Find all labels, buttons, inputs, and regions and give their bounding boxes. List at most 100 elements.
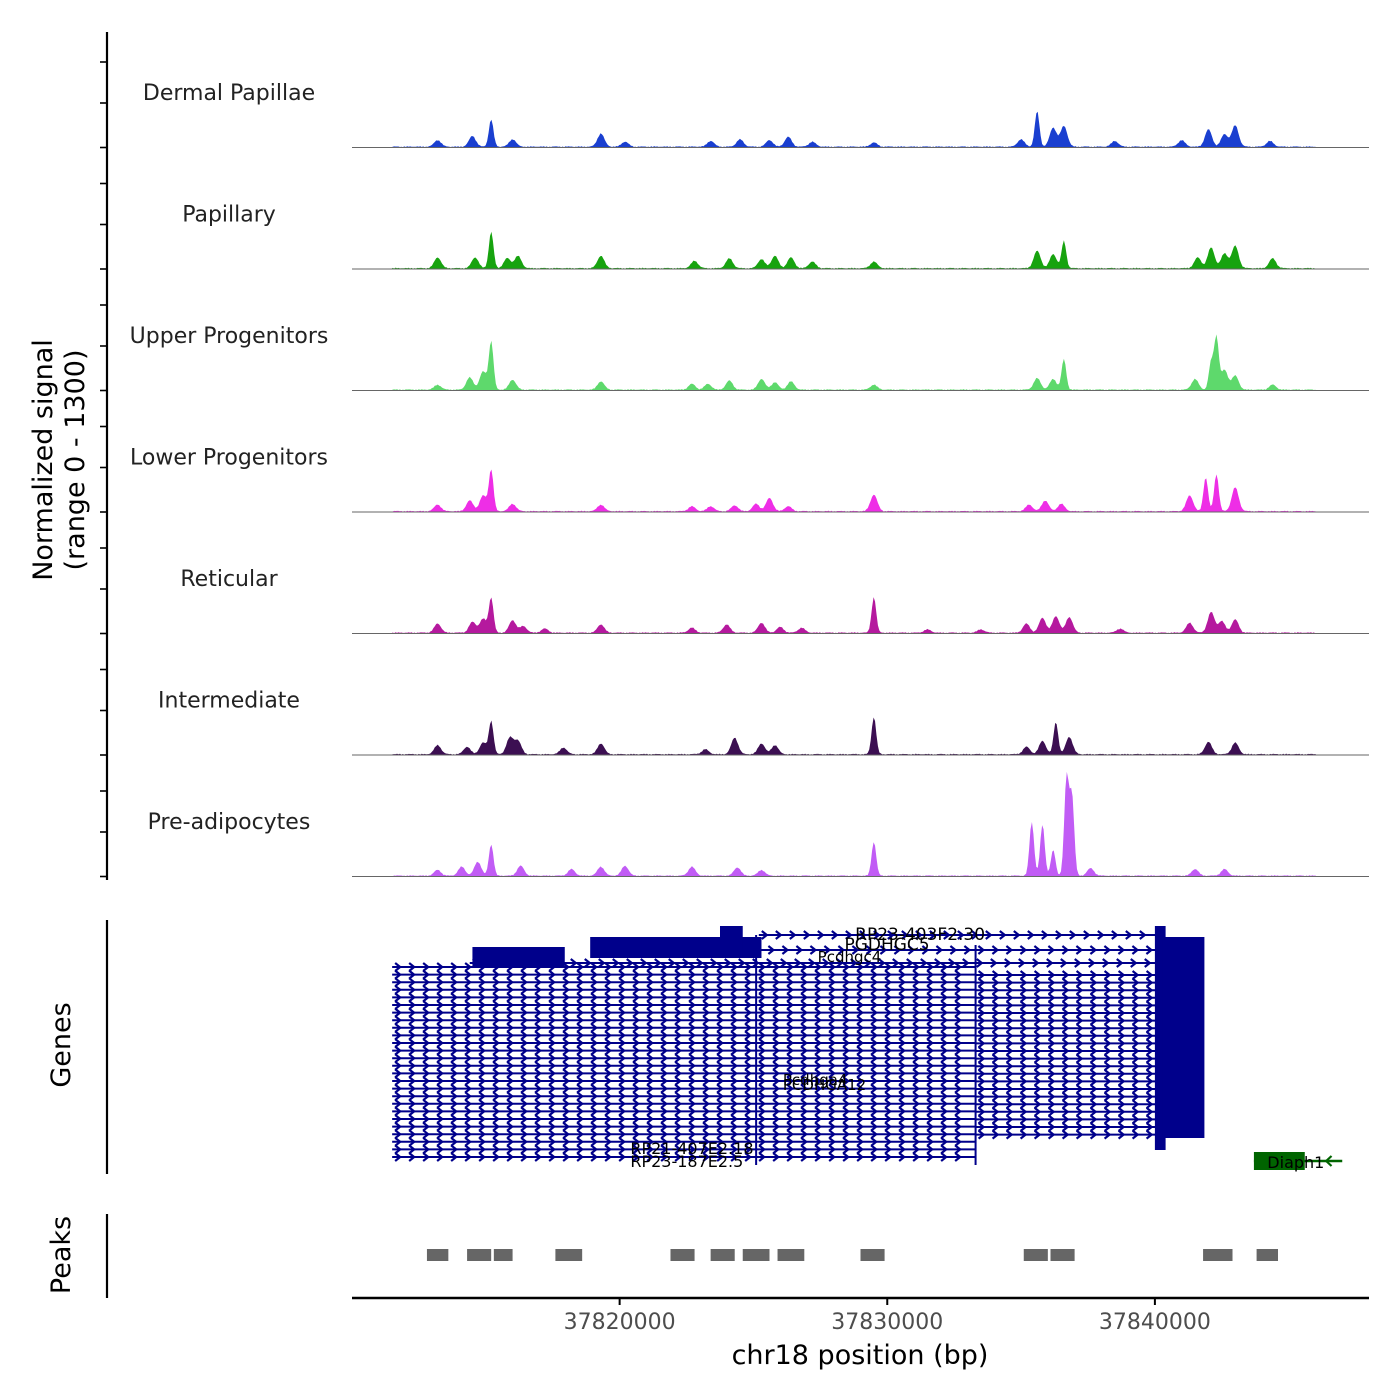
strand-chevron xyxy=(408,1060,416,1071)
strand-chevron xyxy=(954,1007,962,1018)
strand-chevron xyxy=(1033,977,1042,988)
strand-chevron xyxy=(842,1091,850,1102)
strand-chevron xyxy=(1117,985,1126,996)
strand-chevron xyxy=(926,1076,934,1086)
track-intermediate: Intermediate xyxy=(100,668,1369,756)
strand-chevron xyxy=(1005,1084,1014,1094)
strand-chevron xyxy=(954,1053,962,1064)
strand-chevron xyxy=(800,984,808,995)
strand-chevron xyxy=(856,1129,864,1140)
signal-area xyxy=(352,771,1369,877)
strand-chevron xyxy=(408,1114,416,1124)
strand-chevron xyxy=(576,1091,584,1102)
strand-chevron xyxy=(1075,977,1084,988)
strand-chevron xyxy=(478,1114,486,1124)
strand-chevron xyxy=(744,1129,752,1140)
strand-chevron xyxy=(912,1121,920,1132)
strand-chevron xyxy=(534,1007,542,1018)
strand-chevron xyxy=(576,1045,584,1056)
strand-chevron xyxy=(1117,1030,1126,1041)
strand-chevron xyxy=(991,1068,1000,1079)
strand-chevron xyxy=(1047,1122,1056,1132)
strand-chevron xyxy=(632,1053,640,1064)
strand-chevron xyxy=(1033,1046,1042,1056)
strand-chevron xyxy=(1324,1155,1333,1167)
strand-chevron xyxy=(660,1136,668,1147)
strand-chevron xyxy=(1089,992,1098,1003)
strand-chevron xyxy=(450,1076,458,1086)
strand-chevron xyxy=(548,1015,556,1026)
strand-chevron xyxy=(660,969,668,980)
strand-chevron xyxy=(534,1121,542,1132)
strand-chevron xyxy=(870,1015,878,1026)
strand-chevron xyxy=(660,1114,668,1124)
strand-chevron xyxy=(492,1045,500,1056)
strand-chevron xyxy=(520,1106,528,1117)
strand-chevron xyxy=(492,1098,500,1109)
strand-chevron xyxy=(464,1114,472,1124)
strand-chevron xyxy=(1103,1030,1112,1041)
strand-chevron xyxy=(506,1152,514,1162)
strand-chevron xyxy=(548,1007,556,1018)
strand-chevron xyxy=(898,1129,906,1140)
strand-chevron xyxy=(506,1114,514,1124)
strand-chevron xyxy=(856,1007,864,1018)
peak-region xyxy=(426,1249,449,1261)
strand-chevron xyxy=(618,1030,626,1041)
strand-chevron xyxy=(660,1121,668,1132)
strand-chevron xyxy=(464,1030,472,1041)
strand-chevron xyxy=(506,1068,514,1079)
strand-chevron xyxy=(492,1114,500,1124)
strand-chevron xyxy=(408,962,416,972)
strand-chevron xyxy=(1047,1038,1056,1049)
strand-chevron xyxy=(492,984,500,995)
strand-chevron xyxy=(674,1000,682,1010)
strand-chevron xyxy=(1061,985,1070,996)
strand-chevron xyxy=(464,1053,472,1064)
strand-chevron xyxy=(520,1045,528,1056)
strand-chevron xyxy=(394,1053,402,1064)
strand-chevron xyxy=(1033,945,1042,955)
strand-chevron xyxy=(632,1152,640,1162)
strand-chevron xyxy=(1145,1008,1154,1018)
strand-chevron xyxy=(898,1144,906,1155)
strand-chevron xyxy=(576,1038,584,1048)
strand-chevron xyxy=(716,1038,724,1048)
strand-chevron xyxy=(828,1083,836,1094)
strand-chevron xyxy=(422,1114,430,1124)
strand-chevron xyxy=(1103,1000,1112,1011)
strand-chevron xyxy=(786,1114,794,1124)
strand-chevron xyxy=(618,962,626,972)
strand-chevron xyxy=(436,1129,444,1140)
strand-chevron xyxy=(842,977,850,988)
strand-chevron xyxy=(870,1000,878,1010)
strand-chevron xyxy=(1144,958,1152,968)
strand-chevron xyxy=(772,977,780,988)
strand-chevron xyxy=(604,1053,612,1064)
strand-chevron xyxy=(800,1114,808,1124)
strand-chevron xyxy=(991,992,1000,1003)
strand-chevron xyxy=(394,1152,402,1162)
strand-chevron xyxy=(744,1007,752,1018)
strand-chevron xyxy=(688,1136,696,1147)
strand-chevron xyxy=(506,1022,514,1033)
strand-chevron xyxy=(1103,945,1112,955)
strand-chevron xyxy=(926,969,934,980)
strand-chevron xyxy=(1145,1091,1154,1102)
strand-chevron xyxy=(534,1068,542,1079)
strand-chevron xyxy=(478,1098,486,1109)
strand-chevron xyxy=(394,1144,402,1155)
strand-chevron xyxy=(646,1152,654,1162)
strand-chevron xyxy=(1061,977,1070,988)
strand-chevron xyxy=(1061,992,1070,1003)
strand-chevron xyxy=(548,1106,556,1117)
strand-chevron xyxy=(436,1022,444,1033)
strand-chevron xyxy=(464,992,472,1003)
strand-chevron xyxy=(1047,1068,1056,1079)
strand-chevron xyxy=(576,1068,584,1079)
strand-chevron xyxy=(394,1076,402,1086)
strand-chevron xyxy=(926,1030,934,1041)
strand-chevron xyxy=(422,1000,430,1010)
strand-chevron xyxy=(1033,1114,1042,1125)
strand-chevron xyxy=(548,992,556,1003)
